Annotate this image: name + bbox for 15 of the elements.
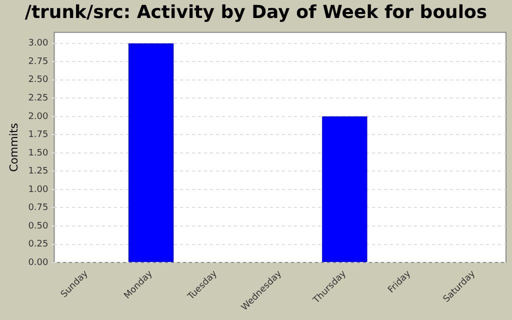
y-tick-label: 0.75 [28, 203, 48, 214]
y-tick-label: 2.25 [28, 93, 48, 104]
y-tick-label: 2.00 [28, 112, 49, 122]
y-tick-label: 2.50 [28, 75, 49, 86]
y-tick-label: 1.00 [28, 184, 49, 195]
y-tick-label: 1.25 [28, 166, 48, 177]
y-tick-label: 1.50 [28, 148, 49, 158]
y-tick-label: 0.00 [28, 258, 49, 268]
y-tick-label: 3.00 [28, 38, 49, 49]
y-tick-label: 1.75 [28, 130, 48, 140]
y-tick-label: 0.50 [28, 221, 49, 232]
y-tick-label: 2.75 [28, 56, 48, 67]
chart-title: /trunk/src: Activity by Day of Week for boulos [24, 1, 488, 25]
y-axis-title: Commits [7, 122, 20, 172]
y-tick-label: 0.25 [28, 240, 48, 250]
